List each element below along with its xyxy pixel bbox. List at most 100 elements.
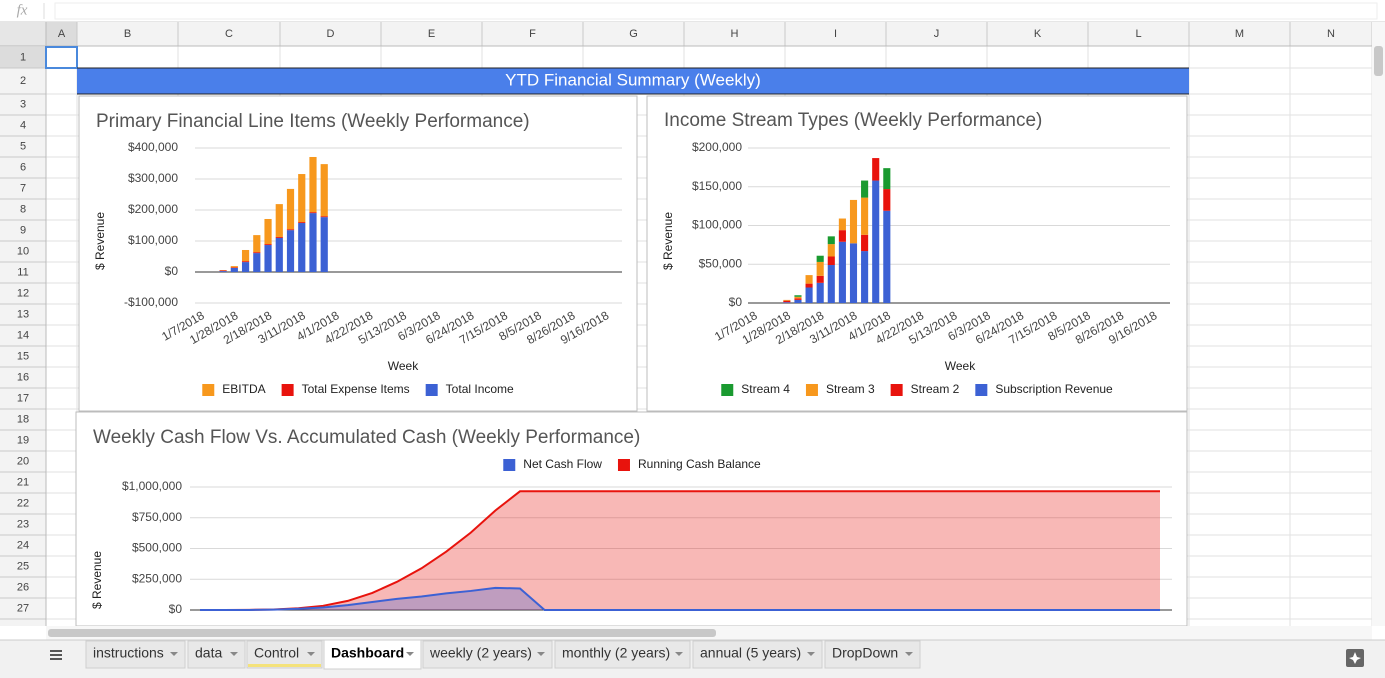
selected-cell[interactable] xyxy=(45,46,78,69)
row-header: 18 xyxy=(17,413,29,425)
tab-label[interactable]: data xyxy=(195,645,222,661)
tab[interactable] xyxy=(422,640,553,669)
row-header-selected xyxy=(0,47,46,68)
bar xyxy=(872,180,880,303)
row-header: 7 xyxy=(20,182,26,194)
line xyxy=(200,586,1160,611)
tab-label[interactable]: Dashboard xyxy=(331,645,404,661)
column-header: J xyxy=(934,28,940,40)
scroll-thumb[interactable] xyxy=(1374,46,1383,76)
column-header: F xyxy=(529,28,536,40)
legend-label: Stream 2 xyxy=(911,382,960,396)
banner xyxy=(77,68,1189,94)
tab-menu-arrow[interactable] xyxy=(537,652,545,656)
tab[interactable] xyxy=(824,640,921,669)
plot-area: $0 $250,000 $500,000 $750,000 $1,000,000 xyxy=(122,479,1172,616)
y-tick-label: -$100,000 xyxy=(124,295,178,309)
bar xyxy=(838,230,846,242)
bar xyxy=(794,298,802,300)
row-header: 24 xyxy=(17,539,29,551)
x-axis-title: Week xyxy=(945,359,976,373)
column-header: D xyxy=(327,28,335,40)
y-tick-label: $0 xyxy=(169,602,183,616)
bar xyxy=(241,261,250,263)
bar xyxy=(849,199,858,244)
column-header: B xyxy=(124,28,131,40)
row-header-bar xyxy=(0,46,46,626)
legend-swatch xyxy=(425,384,438,396)
bar xyxy=(861,197,869,235)
legend: Net Cash Flow Running Cash Balance xyxy=(503,457,761,471)
tab-menu-arrow[interactable] xyxy=(307,652,315,656)
tab-menu-arrow[interactable] xyxy=(807,652,815,656)
legend-swatch xyxy=(805,384,818,396)
row-header: 8 xyxy=(20,203,26,215)
tab-menu-arrow[interactable] xyxy=(905,652,913,656)
row-header: 6 xyxy=(20,161,26,173)
vertical-scrollbar xyxy=(1372,22,1385,626)
y-tick-label: $200,000 xyxy=(692,140,742,154)
bar xyxy=(286,188,295,230)
tab-label[interactable]: monthly (2 years) xyxy=(562,645,670,661)
row-header: 9 xyxy=(20,224,26,236)
legend-label: Running Cash Balance xyxy=(638,457,761,471)
bar xyxy=(816,282,824,303)
bar xyxy=(883,210,891,303)
legend-label: Total Expense Items xyxy=(302,382,410,396)
bar xyxy=(219,270,227,272)
corner xyxy=(0,22,46,46)
formula-input[interactable] xyxy=(54,2,1378,20)
bar xyxy=(275,237,283,272)
column-header: L xyxy=(1135,28,1141,40)
tab-menu-arrow[interactable] xyxy=(406,652,414,656)
row-header: 1 xyxy=(20,51,26,63)
tab-label[interactable]: instructions xyxy=(93,645,164,661)
tab-menu-arrow[interactable] xyxy=(675,652,683,656)
tab-color xyxy=(248,664,321,667)
tab-active[interactable] xyxy=(323,639,422,670)
y-tick-label: $0 xyxy=(729,295,743,309)
row-header: 23 xyxy=(17,518,29,530)
bar xyxy=(264,245,272,272)
legend-swatch xyxy=(202,384,215,396)
tab[interactable] xyxy=(692,640,823,669)
bar xyxy=(805,287,813,303)
row-header: 15 xyxy=(17,350,29,362)
bar xyxy=(219,271,227,272)
column-header-selected xyxy=(46,22,77,46)
tab-menu-arrow[interactable] xyxy=(230,652,238,656)
row-header: 4 xyxy=(20,119,26,131)
row-header: 25 xyxy=(17,560,29,572)
y-axis-title: $ Revenue xyxy=(661,212,675,270)
bar xyxy=(783,302,791,303)
bar xyxy=(309,156,317,213)
bar xyxy=(883,168,891,190)
legend-swatch xyxy=(890,384,903,396)
tab-menu-arrow[interactable] xyxy=(170,652,178,656)
scroll-thumb[interactable] xyxy=(48,629,716,637)
tab[interactable] xyxy=(85,640,186,669)
bar xyxy=(816,275,824,283)
bar xyxy=(827,236,835,245)
bar xyxy=(872,158,880,181)
column-header: A xyxy=(58,28,66,40)
bar xyxy=(794,296,802,299)
legend-label: Total Income xyxy=(446,382,514,396)
bar xyxy=(275,204,283,237)
tab-label[interactable]: DropDown xyxy=(832,645,898,661)
bar xyxy=(827,244,835,257)
tab-label[interactable]: annual (5 years) xyxy=(700,645,801,661)
bar xyxy=(883,189,891,211)
tab-label[interactable]: Control xyxy=(254,645,299,661)
y-tick-label: $250,000 xyxy=(132,571,182,585)
column-header-bar xyxy=(0,22,1372,46)
area-fill xyxy=(200,587,1160,610)
line xyxy=(200,490,1160,611)
charts: Primary Financial Line Items (Weekly Per… xyxy=(75,95,1188,627)
legend-label: Net Cash Flow xyxy=(523,457,602,471)
tab-label[interactable]: weekly (2 years) xyxy=(429,645,532,661)
column-header: N xyxy=(1327,28,1335,40)
bar xyxy=(861,234,869,252)
tab[interactable] xyxy=(554,640,691,669)
